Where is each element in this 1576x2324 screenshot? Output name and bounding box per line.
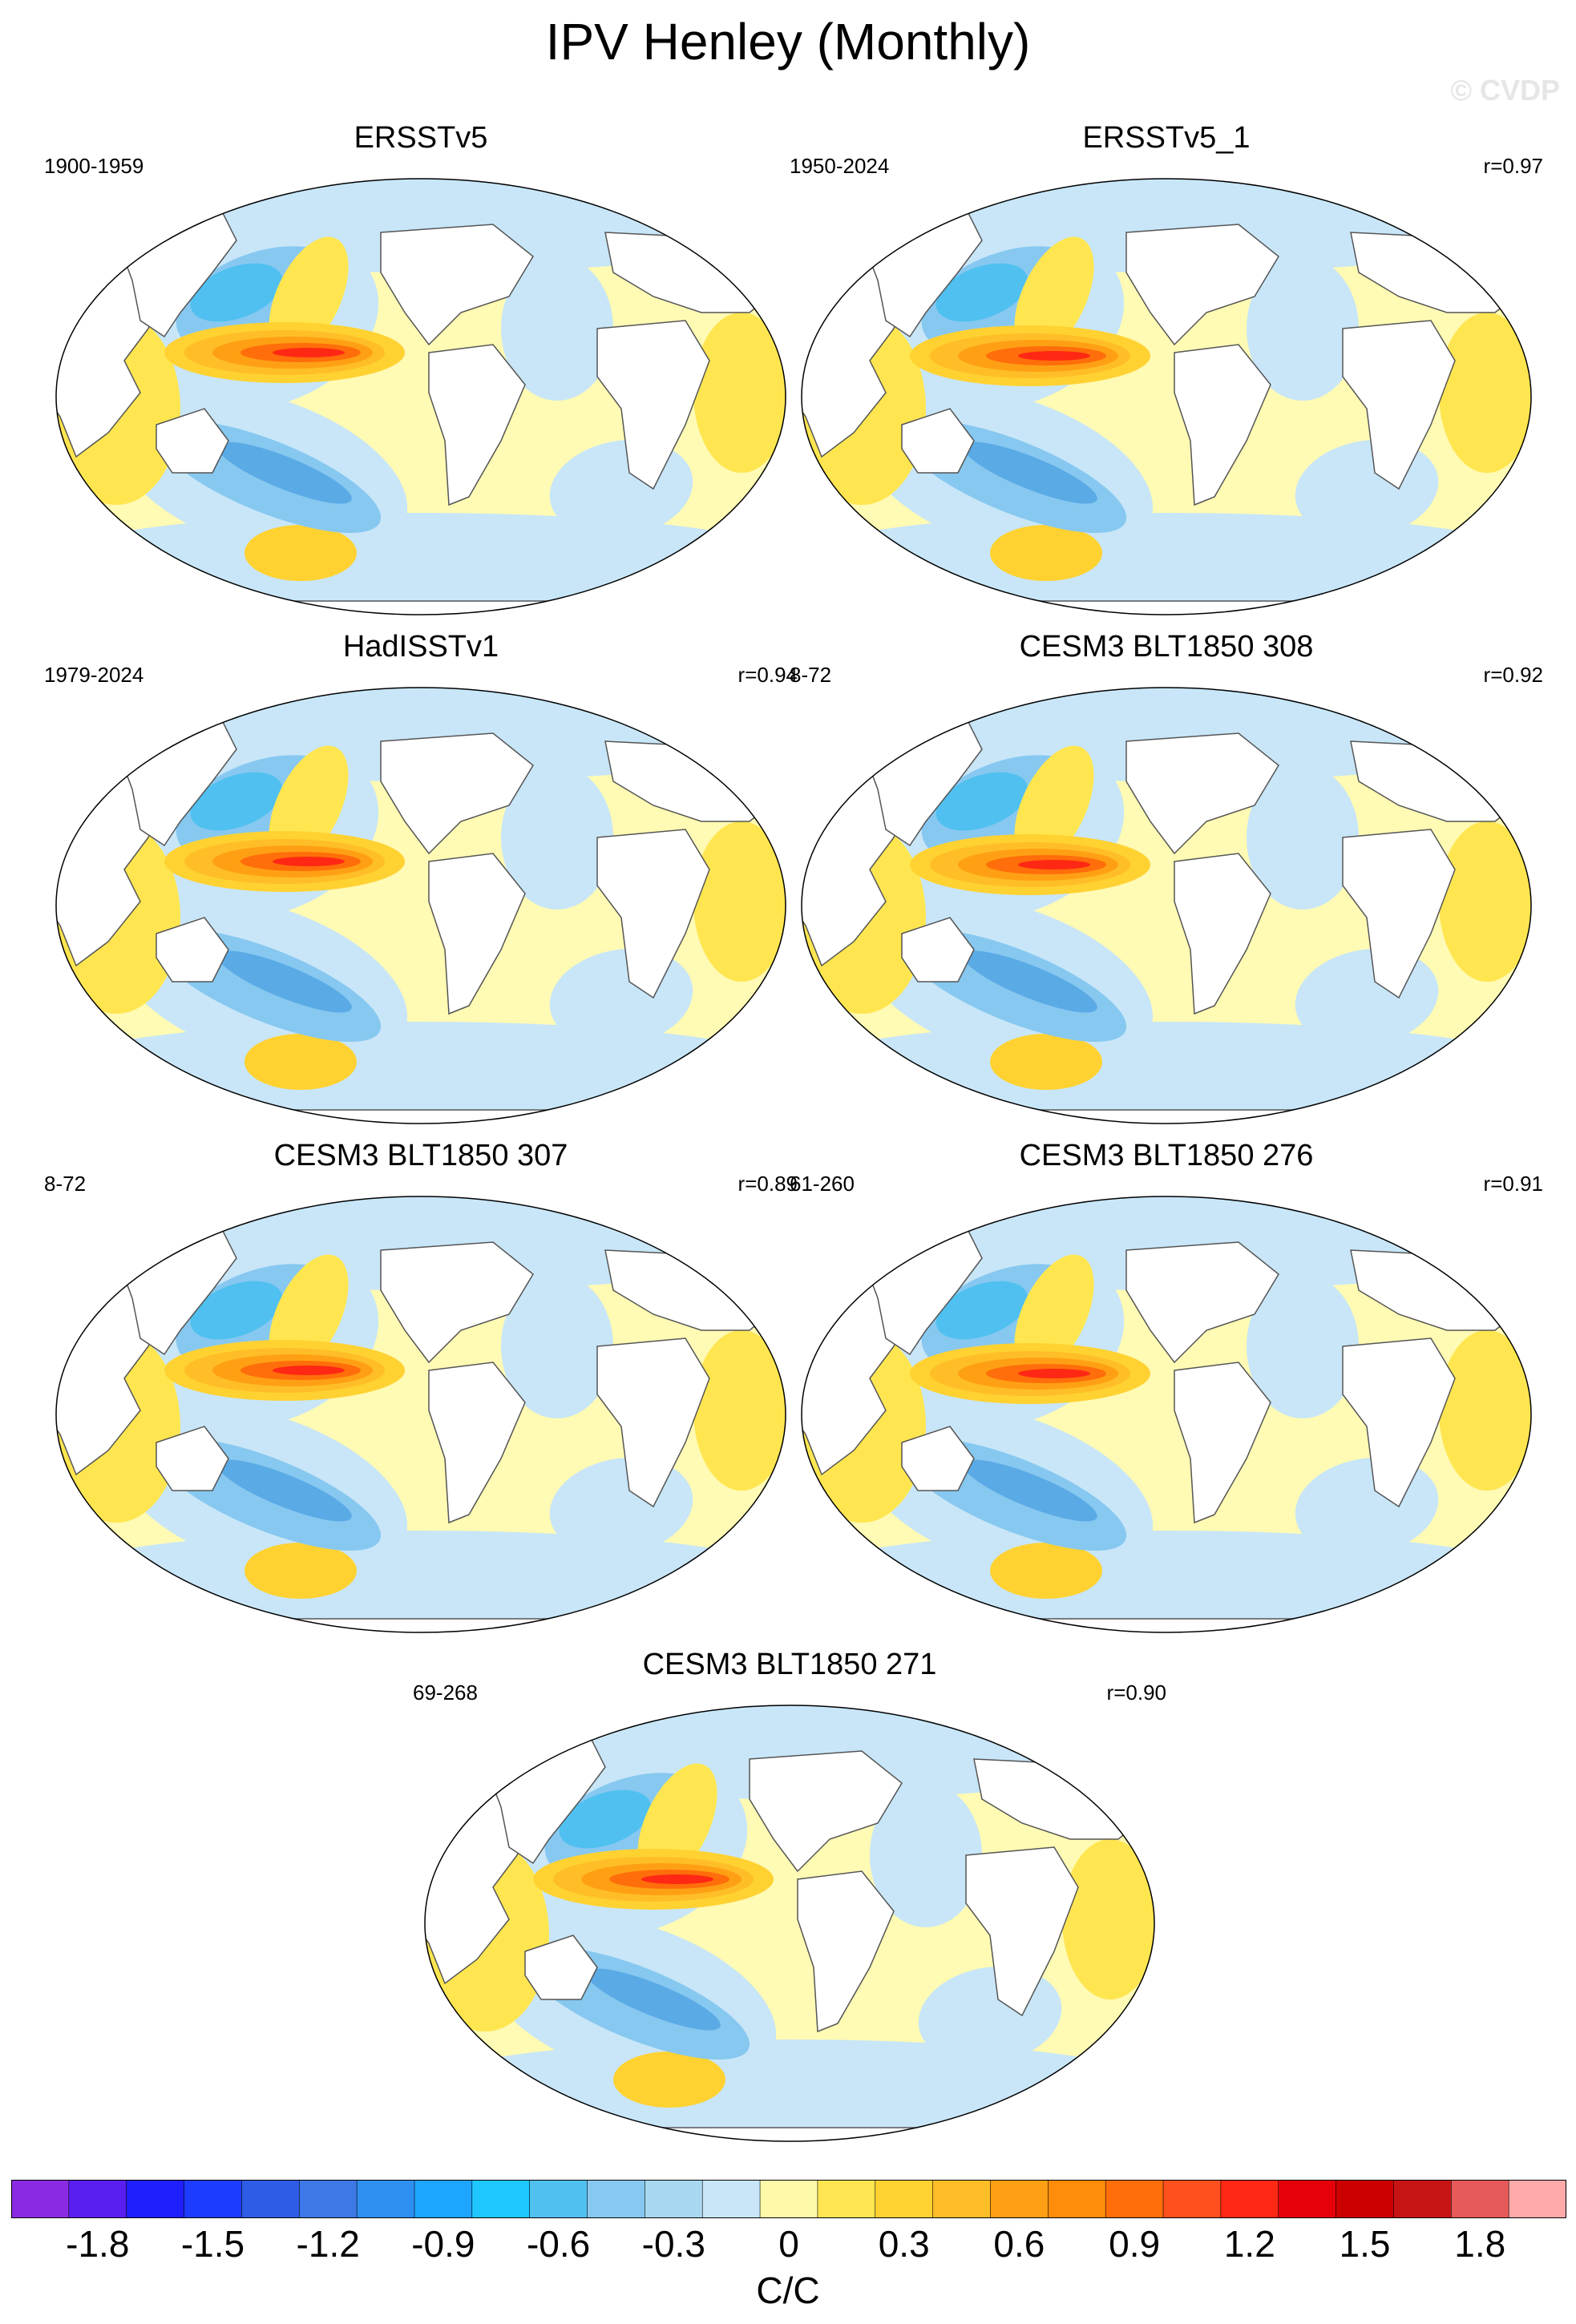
panel-title: CESM3 BLT1850 276 (1019, 1139, 1314, 1172)
colorbar-tick-label: -0.6 (526, 2223, 591, 2265)
cvdp-watermark: © CVDP (1450, 74, 1560, 107)
global-map (55, 178, 786, 615)
panel-correlation: r=0.92 (1483, 663, 1543, 687)
panel-correlation: r=0.91 (1483, 1172, 1543, 1196)
colorbar-swatch (875, 2180, 934, 2218)
colorbar-swatch (414, 2180, 473, 2218)
colorbar-tick-label: -1.5 (180, 2223, 245, 2265)
panel-correlation: r=0.90 (1106, 1680, 1166, 1705)
map-outline (801, 687, 1532, 1124)
colorbar-swatch (471, 2180, 531, 2218)
panel-correlation: r=0.89 (737, 1172, 798, 1196)
colorbar-swatch (701, 2180, 761, 2218)
map-panel: CESM3 BLT1850 308 8-72 r=0.92 (790, 629, 1543, 1126)
map-panel: HadISSTv1 1979-2024 r=0.94 (44, 629, 798, 1126)
colorbar-swatch (184, 2180, 243, 2218)
panel-period: 8-72 (790, 663, 832, 687)
colorbar-tick-label: -0.9 (411, 2223, 475, 2265)
colorbar-swatch (1105, 2180, 1164, 2218)
colorbar-tick-label: 1.2 (1223, 2223, 1275, 2265)
colorbar-swatch (932, 2180, 992, 2218)
global-map (801, 1196, 1532, 1633)
panel-title: ERSSTv5 (354, 121, 488, 155)
colorbar-tick-label: 1.5 (1339, 2223, 1391, 2265)
map-outline (55, 178, 786, 615)
colorbar-swatch (126, 2180, 185, 2218)
colorbar-swatch (11, 2180, 70, 2218)
colorbar-swatch (1336, 2180, 1395, 2218)
colorbar-swatch (1162, 2180, 1222, 2218)
colorbar-swatch (1508, 2180, 1566, 2218)
colorbar-swatch (68, 2180, 127, 2218)
colorbar-swatch (990, 2180, 1049, 2218)
map-outline (55, 687, 786, 1124)
global-map (424, 1705, 1155, 2142)
panel-title: CESM3 BLT1850 271 (642, 1648, 937, 1681)
colorbar-swatch (298, 2180, 358, 2218)
colorbar-swatch (587, 2180, 646, 2218)
map-outline (424, 1705, 1155, 2142)
figure-title: IPV Henley (Monthly) (545, 13, 1031, 71)
panel-period: 1950-2024 (790, 154, 890, 178)
panel-period: 69-268 (413, 1680, 478, 1705)
map-panel: CESM3 BLT1850 271 69-268 r=0.90 (413, 1647, 1166, 2144)
colorbar-swatches (11, 2180, 1566, 2218)
panel-title: ERSSTv5_1 (1082, 121, 1251, 155)
colorbar-tick-label: -1.2 (296, 2223, 360, 2265)
map-panel: ERSSTv5 1900-1959 (44, 120, 798, 617)
colorbar-tick-label: 0 (778, 2223, 799, 2265)
panel-period: 61-260 (790, 1172, 855, 1196)
panel-title: CESM3 BLT1850 308 (1019, 630, 1314, 664)
panel-period: 8-72 (44, 1172, 87, 1196)
map-panel: ERSSTv5_1 1950-2024 r=0.97 (790, 120, 1543, 617)
colorbar-swatch (645, 2180, 704, 2218)
colorbar-swatch (529, 2180, 588, 2218)
panel-period: 1900-1959 (44, 154, 144, 178)
colorbar-swatch (1048, 2180, 1106, 2218)
colorbar-swatch (1278, 2180, 1337, 2218)
map-outline (801, 178, 1532, 615)
sst-anomaly-field (425, 1705, 1154, 2141)
colorbar-swatch (1451, 2180, 1509, 2218)
colorbar-tick-label: 1.8 (1454, 2223, 1506, 2265)
panel-period: 1979-2024 (44, 663, 144, 687)
colorbar (11, 2180, 1566, 2218)
global-map (55, 1196, 786, 1633)
colorbar-swatch (817, 2180, 876, 2218)
colorbar-tick-label: 0.6 (993, 2223, 1045, 2265)
colorbar-swatch (241, 2180, 301, 2218)
colorbar-tick-labels: -1.8 -1.5 -1.2 -0.9 -0.6 -0.3 0 0.3 0.6 0.9 1.2 1.5… (11, 2221, 1566, 2270)
map-outline (801, 1196, 1532, 1633)
panel-title: HadISSTv1 (342, 630, 499, 664)
global-map (801, 178, 1532, 615)
colorbar-tick-label: 0.9 (1109, 2223, 1161, 2265)
colorbar-tick-label: -0.3 (641, 2223, 705, 2265)
colorbar-swatch (356, 2180, 415, 2218)
map-panel: CESM3 BLT1850 307 8-72 r=0.89 (44, 1138, 798, 1635)
global-map (55, 687, 786, 1124)
colorbar-swatch (1393, 2180, 1453, 2218)
panel-correlation: r=0.97 (1483, 154, 1543, 178)
colorbar-swatch (759, 2180, 818, 2218)
map-outline (55, 1196, 786, 1633)
map-panel: CESM3 BLT1850 276 61-260 r=0.91 (790, 1138, 1543, 1635)
colorbar-tick-label: 0.3 (878, 2223, 930, 2265)
colorbar-units: C/C (756, 2270, 820, 2311)
colorbar-tick-label: -1.8 (66, 2223, 130, 2265)
panel-title: CESM3 BLT1850 307 (273, 1139, 568, 1172)
colorbar-swatch (1220, 2180, 1279, 2218)
panel-correlation: r=0.94 (737, 663, 798, 687)
global-map (801, 687, 1532, 1124)
